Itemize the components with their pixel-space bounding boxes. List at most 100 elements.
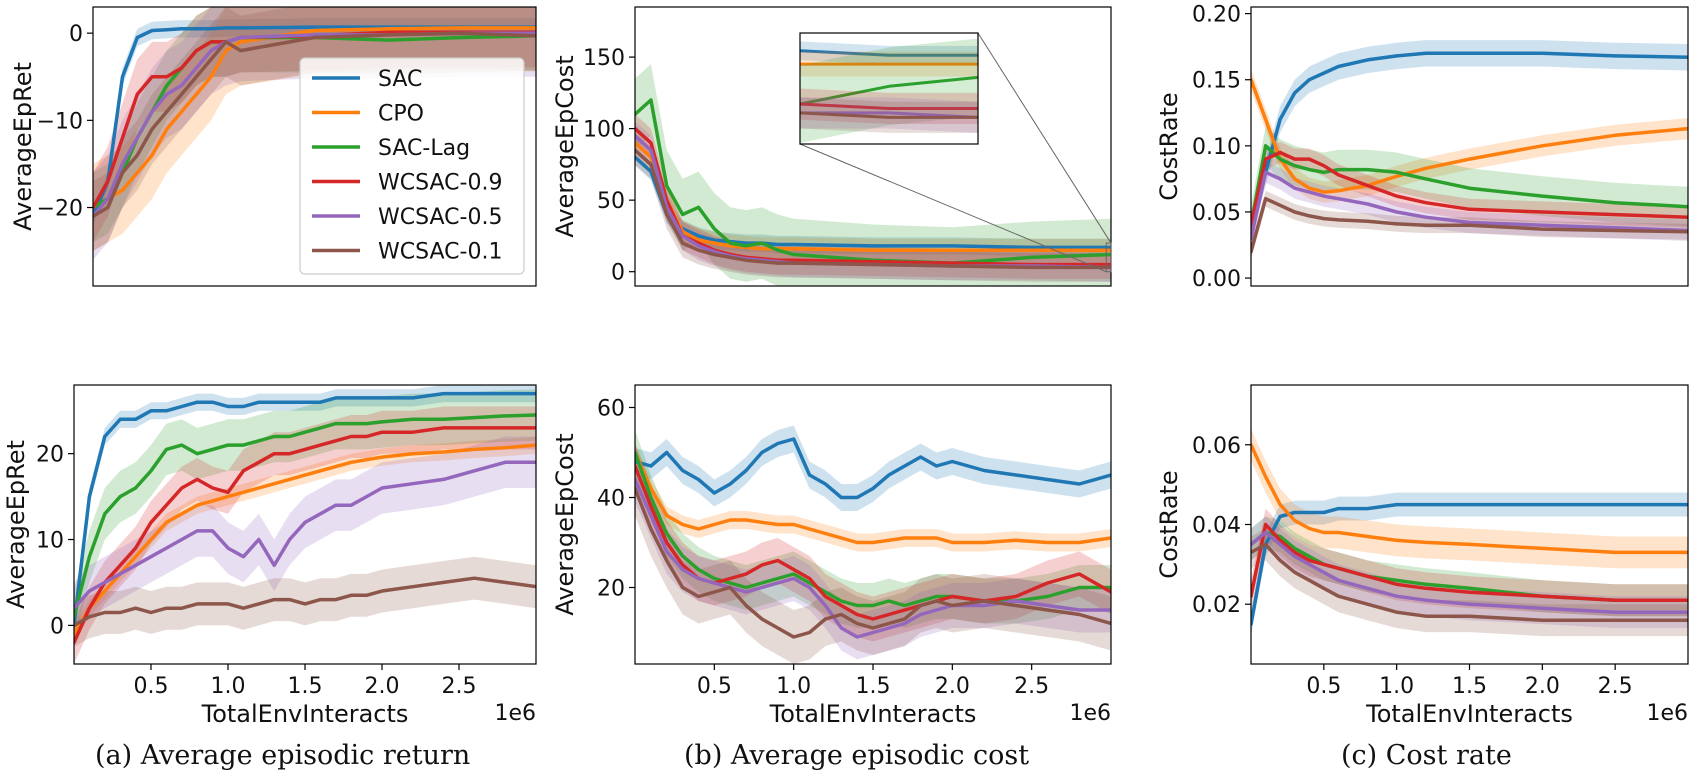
band-cpo xyxy=(635,443,1111,552)
band-sac-lag xyxy=(635,64,1111,286)
band-wcsac-0-9 xyxy=(635,114,1111,279)
series-line-cpo xyxy=(1251,77,1688,194)
inset-band-wcsac-0-1 xyxy=(800,97,978,133)
x-tick-label: 2.5 xyxy=(442,674,477,699)
inset-band-wcsac-0-5 xyxy=(800,97,978,133)
y-tick-label: 0.15 xyxy=(1192,69,1241,94)
y-tick-label: 0 xyxy=(611,261,625,286)
series-line-wcsac-0-1 xyxy=(1251,542,1688,622)
caption-b: (b) Average episodic cost xyxy=(684,740,1030,771)
y-tick-label: −10 xyxy=(37,109,83,134)
inset-line-wcsac-0-1 xyxy=(800,111,978,119)
plot-area xyxy=(1251,428,1688,637)
series-line-wcsac-0-5 xyxy=(1251,530,1688,614)
x-scale-label: 1e6 xyxy=(1646,701,1688,726)
x-tick-label: 0.5 xyxy=(1306,674,1341,699)
y-tick-label: 60 xyxy=(597,397,625,422)
x-tick-label: 1.5 xyxy=(856,674,891,699)
band-sac-lag xyxy=(74,389,536,643)
x-tick-label: 2.0 xyxy=(365,674,400,699)
y-tick-label: 0.10 xyxy=(1192,135,1241,160)
x-axis-label: TotalEnvInteracts xyxy=(1365,700,1573,728)
band-sac xyxy=(1251,492,1688,637)
series-line-wcsac-0-9 xyxy=(1251,150,1688,227)
series-line-sac-lag xyxy=(1251,144,1688,227)
band-wcsac-0-9 xyxy=(1251,508,1688,617)
band-wcsac-0-1 xyxy=(74,556,536,647)
series-line-wcsac-0-1 xyxy=(74,576,536,628)
chart-cost_bot: 60 40 20 0.5 1.0 1.5 2.0 2.5 AverageEpCost TotalE… xyxy=(551,384,1112,728)
zoom-region xyxy=(1105,242,1112,273)
y-tick-label: 0.05 xyxy=(1192,201,1241,226)
x-axis-label: TotalEnvInteracts xyxy=(201,700,409,728)
y-axis-label: CostRate xyxy=(1155,470,1183,578)
series-line-wcsac-0-1 xyxy=(93,31,536,219)
plot-area xyxy=(74,385,536,664)
chart-rate_bot: 0.06 0.04 0.02 0.5 1.0 1.5 2.0 2.5 CostRate Total… xyxy=(1155,384,1689,728)
legend: SAC CPO SAC-Lag WCSAC-0.9 WCSAC-0.5 WCSAC-0.1 xyxy=(299,57,525,275)
band-sac-lag xyxy=(1251,516,1688,617)
x-scale-label: 1e6 xyxy=(494,701,536,726)
legend-label-wcsac-0-5: WCSAC-0.5 xyxy=(378,205,502,230)
band-wcsac-0-9 xyxy=(74,406,536,664)
series-line-wcsac-0-1 xyxy=(635,148,1111,270)
series-line-wcsac-0-1 xyxy=(635,486,1111,639)
legend-label-wcsac-0-1: WCSAC-0.1 xyxy=(378,240,502,265)
band-sac xyxy=(1251,40,1688,239)
x-tick-label: 0.5 xyxy=(697,674,732,699)
series-line-wcsac-0-9 xyxy=(74,426,536,645)
y-axis-label: AverageEpRet xyxy=(2,440,30,609)
band-wcsac-0-5 xyxy=(1251,516,1688,629)
x-tick-label: 1.5 xyxy=(1452,674,1487,699)
inset-connector xyxy=(799,143,1107,273)
x-tick-label: 0.5 xyxy=(134,674,169,699)
band-sac-lag xyxy=(1251,126,1688,245)
x-tick-label: 2.5 xyxy=(1014,674,1049,699)
series-line-sac xyxy=(1251,502,1688,626)
x-tick-label: 1.0 xyxy=(776,674,811,699)
y-tick-label: 0.00 xyxy=(1192,267,1241,292)
y-tick-label: 150 xyxy=(583,46,625,71)
band-sac xyxy=(635,425,1111,511)
y-tick-label: −20 xyxy=(37,197,83,222)
y-tick-label: 40 xyxy=(597,487,625,512)
y-tick-label: 0.20 xyxy=(1192,3,1241,28)
series-line-cpo xyxy=(93,26,536,210)
legend-label-sac-lag: SAC-Lag xyxy=(378,136,470,161)
series-line-sac xyxy=(74,391,536,628)
y-axis-label: AverageEpRet xyxy=(9,62,37,231)
inset-plot xyxy=(800,38,978,143)
plot-area xyxy=(635,425,1111,664)
x-tick-label: 1.5 xyxy=(288,674,323,699)
x-tick-label: 2.0 xyxy=(935,674,970,699)
x-tick-label: 1.0 xyxy=(1379,674,1414,699)
inset-zoom xyxy=(799,32,1112,273)
y-axis-label: CostRate xyxy=(1155,92,1183,200)
band-sac xyxy=(635,148,1111,256)
series-line-sac-lag xyxy=(74,413,536,619)
plot-area xyxy=(1251,40,1688,260)
inset-line-wcsac-0-5 xyxy=(800,111,978,119)
band-wcsac-0-9 xyxy=(635,443,1111,642)
x-axis-label: TotalEnvInteracts xyxy=(769,700,977,728)
chart-rate_top: 0.20 0.15 0.10 0.05 0.00 CostRate xyxy=(1155,3,1689,292)
axes-frame xyxy=(1250,6,1689,287)
caption-c: (c) Cost rate xyxy=(1341,740,1512,771)
inset-band-sac xyxy=(800,41,978,65)
y-axis-label: AverageEpCost xyxy=(551,433,579,615)
y-tick-label: 0.06 xyxy=(1192,434,1241,459)
band-sac-lag xyxy=(635,430,1111,628)
series-line-wcsac-0-1 xyxy=(1251,196,1688,254)
chart-ret_bot: 20 10 0 0.5 1.0 1.5 2.0 2.5 AverageEpRet TotalEnv… xyxy=(2,384,537,728)
y-tick-label: 0.04 xyxy=(1192,514,1241,539)
series-line-sac xyxy=(635,437,1111,500)
legend-label-wcsac-0-9: WCSAC-0.9 xyxy=(378,171,502,196)
y-tick-label: 0 xyxy=(50,614,64,639)
band-wcsac-0-5 xyxy=(74,436,536,634)
inset-line-sac-lag xyxy=(800,75,978,106)
y-tick-label: 20 xyxy=(36,443,64,468)
series-line-cpo xyxy=(1251,443,1688,555)
legend-label-cpo: CPO xyxy=(378,102,424,127)
y-tick-label: 100 xyxy=(583,118,625,143)
